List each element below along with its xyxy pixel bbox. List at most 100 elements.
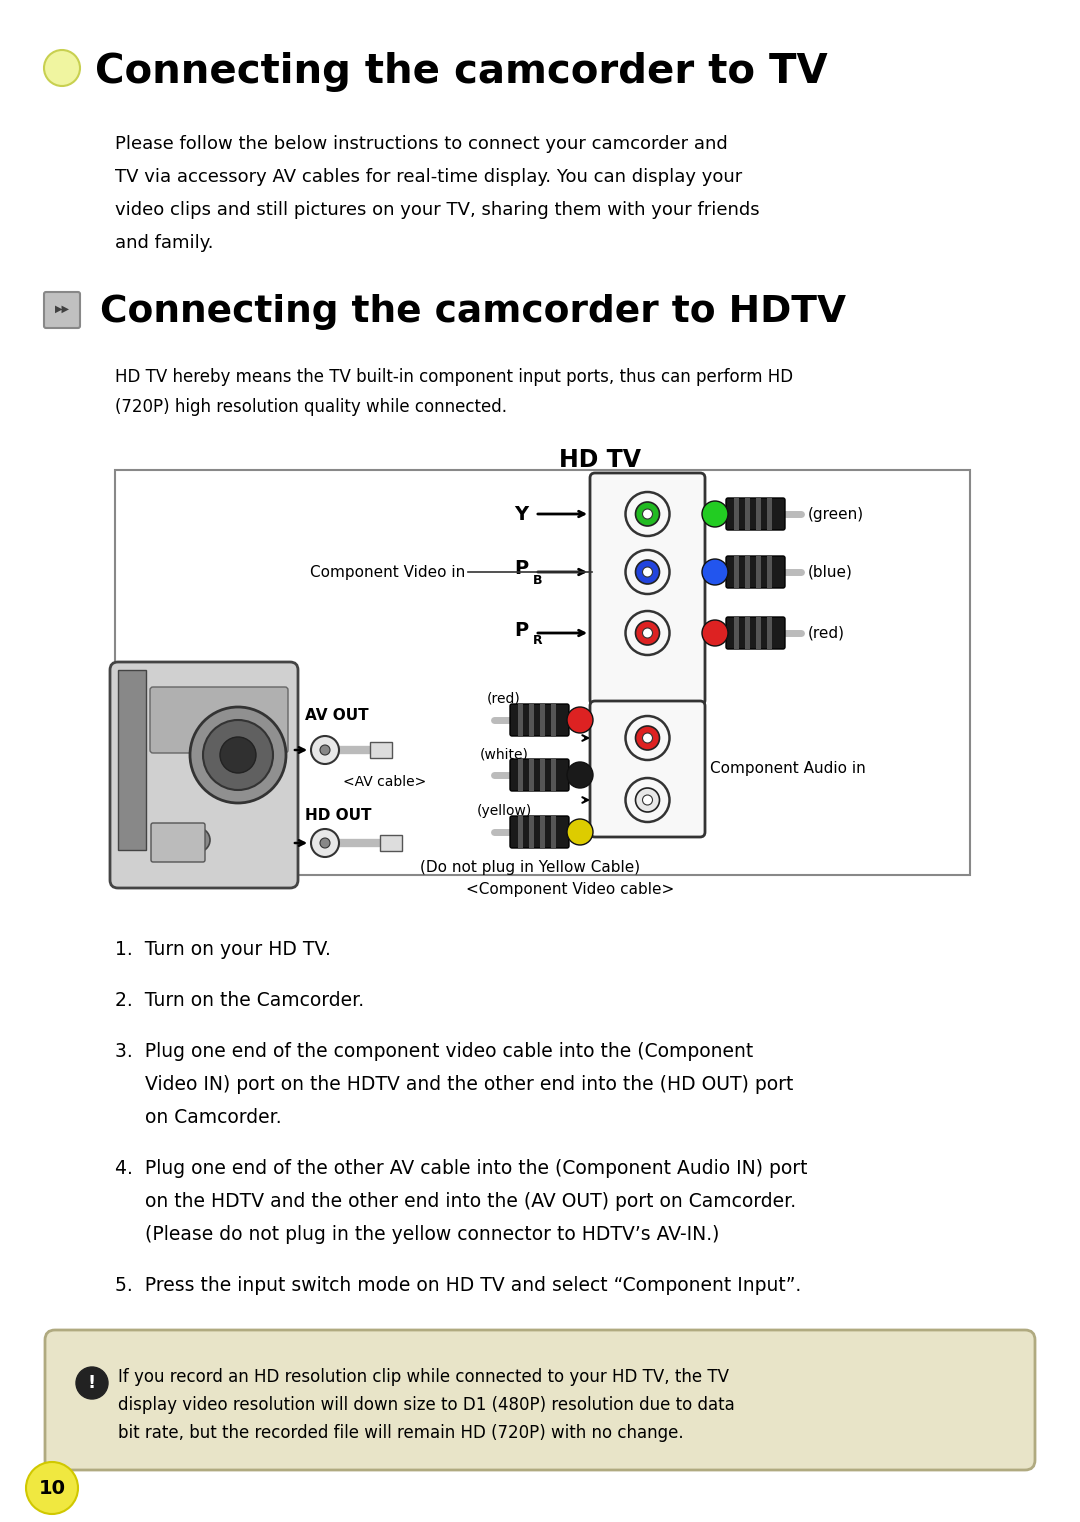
Text: Connecting the camcorder to HDTV: Connecting the camcorder to HDTV: [100, 294, 846, 330]
Text: (720P) high resolution quality while connected.: (720P) high resolution quality while con…: [114, 397, 507, 416]
Text: Please follow the below instructions to connect your camcorder and: Please follow the below instructions to …: [114, 135, 728, 154]
Text: P: P: [514, 621, 528, 639]
Text: HD TV hereby means the TV built-in component input ports, thus can perform HD: HD TV hereby means the TV built-in compo…: [114, 368, 793, 387]
Circle shape: [643, 734, 652, 743]
FancyBboxPatch shape: [590, 473, 705, 705]
FancyBboxPatch shape: [151, 823, 205, 861]
Circle shape: [220, 737, 256, 773]
Text: (white): (white): [480, 747, 528, 761]
Text: TV via accessory AV cables for real-time display. You can display your: TV via accessory AV cables for real-time…: [114, 167, 742, 186]
Text: If you record an HD resolution clip while connected to your HD TV, the TV
displa: If you record an HD resolution clip whil…: [118, 1368, 734, 1441]
Text: Video IN) port on the HDTV and the other end into the (HD OUT) port: Video IN) port on the HDTV and the other…: [114, 1075, 794, 1094]
Text: 3.  Plug one end of the component video cable into the (Component: 3. Plug one end of the component video c…: [114, 1043, 753, 1061]
Circle shape: [567, 819, 593, 845]
FancyBboxPatch shape: [110, 662, 298, 887]
Bar: [756, 616, 761, 648]
FancyBboxPatch shape: [510, 705, 569, 737]
FancyBboxPatch shape: [590, 702, 705, 837]
Text: (red): (red): [808, 626, 845, 641]
Text: Component Video in: Component Video in: [310, 565, 465, 580]
Circle shape: [625, 778, 670, 822]
Text: and family.: and family.: [114, 234, 214, 253]
Circle shape: [625, 492, 670, 536]
Bar: [767, 556, 772, 587]
Bar: [745, 616, 750, 648]
Circle shape: [702, 619, 728, 645]
Bar: [114, 470, 970, 875]
Text: <Component Video cable>: <Component Video cable>: [465, 883, 674, 896]
Bar: [745, 556, 750, 587]
Circle shape: [320, 839, 330, 848]
Circle shape: [643, 794, 652, 805]
FancyBboxPatch shape: [118, 670, 146, 849]
FancyBboxPatch shape: [726, 556, 785, 587]
Bar: [734, 498, 739, 530]
Text: Connecting the camcorder to TV: Connecting the camcorder to TV: [95, 52, 827, 91]
Bar: [756, 498, 761, 530]
Circle shape: [320, 744, 330, 755]
Text: Y: Y: [514, 504, 528, 524]
Bar: [734, 556, 739, 587]
Circle shape: [190, 708, 286, 804]
Circle shape: [625, 715, 670, 759]
Bar: [767, 498, 772, 530]
Text: on Camcorder.: on Camcorder.: [114, 1108, 282, 1126]
Bar: [529, 705, 534, 737]
Text: on the HDTV and the other end into the (AV OUT) port on Camcorder.: on the HDTV and the other end into the (…: [114, 1192, 796, 1212]
Circle shape: [203, 720, 273, 790]
Circle shape: [625, 549, 670, 594]
Text: Component Audio in: Component Audio in: [710, 761, 866, 776]
Circle shape: [26, 1463, 78, 1514]
Circle shape: [76, 1367, 108, 1399]
Circle shape: [635, 502, 660, 527]
Circle shape: [311, 829, 339, 857]
Text: (red): (red): [487, 693, 521, 706]
Circle shape: [635, 621, 660, 645]
Circle shape: [643, 629, 652, 638]
Circle shape: [702, 559, 728, 584]
Circle shape: [625, 610, 670, 654]
FancyBboxPatch shape: [150, 686, 288, 753]
Bar: [370, 743, 392, 758]
Bar: [540, 816, 545, 848]
FancyBboxPatch shape: [510, 816, 569, 848]
Text: R: R: [534, 635, 542, 647]
Text: P: P: [514, 560, 528, 578]
Text: (green): (green): [808, 507, 864, 522]
Text: 2.  Turn on the Camcorder.: 2. Turn on the Camcorder.: [114, 991, 364, 1011]
Bar: [540, 705, 545, 737]
Text: (blue): (blue): [808, 565, 853, 580]
Text: 1.  Turn on your HD TV.: 1. Turn on your HD TV.: [114, 941, 330, 959]
FancyBboxPatch shape: [510, 759, 569, 791]
Bar: [529, 816, 534, 848]
Bar: [518, 816, 523, 848]
Bar: [551, 705, 556, 737]
FancyBboxPatch shape: [45, 1330, 1035, 1470]
Circle shape: [643, 508, 652, 519]
Circle shape: [567, 763, 593, 788]
FancyBboxPatch shape: [44, 292, 80, 329]
Text: 10: 10: [39, 1478, 66, 1498]
Bar: [529, 759, 534, 791]
FancyBboxPatch shape: [726, 616, 785, 648]
Circle shape: [635, 788, 660, 813]
Bar: [540, 759, 545, 791]
Text: !: !: [87, 1374, 96, 1393]
Bar: [734, 616, 739, 648]
Text: (Do not plug in Yellow Cable): (Do not plug in Yellow Cable): [420, 860, 640, 875]
Bar: [745, 498, 750, 530]
Circle shape: [643, 568, 652, 577]
Text: video clips and still pictures on your TV, sharing them with your friends: video clips and still pictures on your T…: [114, 201, 759, 219]
Text: B: B: [534, 574, 542, 586]
Text: HD TV: HD TV: [559, 447, 642, 472]
Text: <AV cable>: <AV cable>: [343, 775, 427, 788]
Circle shape: [44, 50, 80, 87]
Circle shape: [567, 708, 593, 734]
Circle shape: [186, 828, 210, 852]
Circle shape: [311, 737, 339, 764]
Text: 5.  Press the input switch mode on HD TV and select “Component Input”.: 5. Press the input switch mode on HD TV …: [114, 1275, 801, 1295]
Bar: [551, 759, 556, 791]
Text: (yellow): (yellow): [476, 804, 531, 817]
Text: ▶▶: ▶▶: [54, 304, 69, 314]
Text: HD OUT: HD OUT: [305, 808, 372, 822]
